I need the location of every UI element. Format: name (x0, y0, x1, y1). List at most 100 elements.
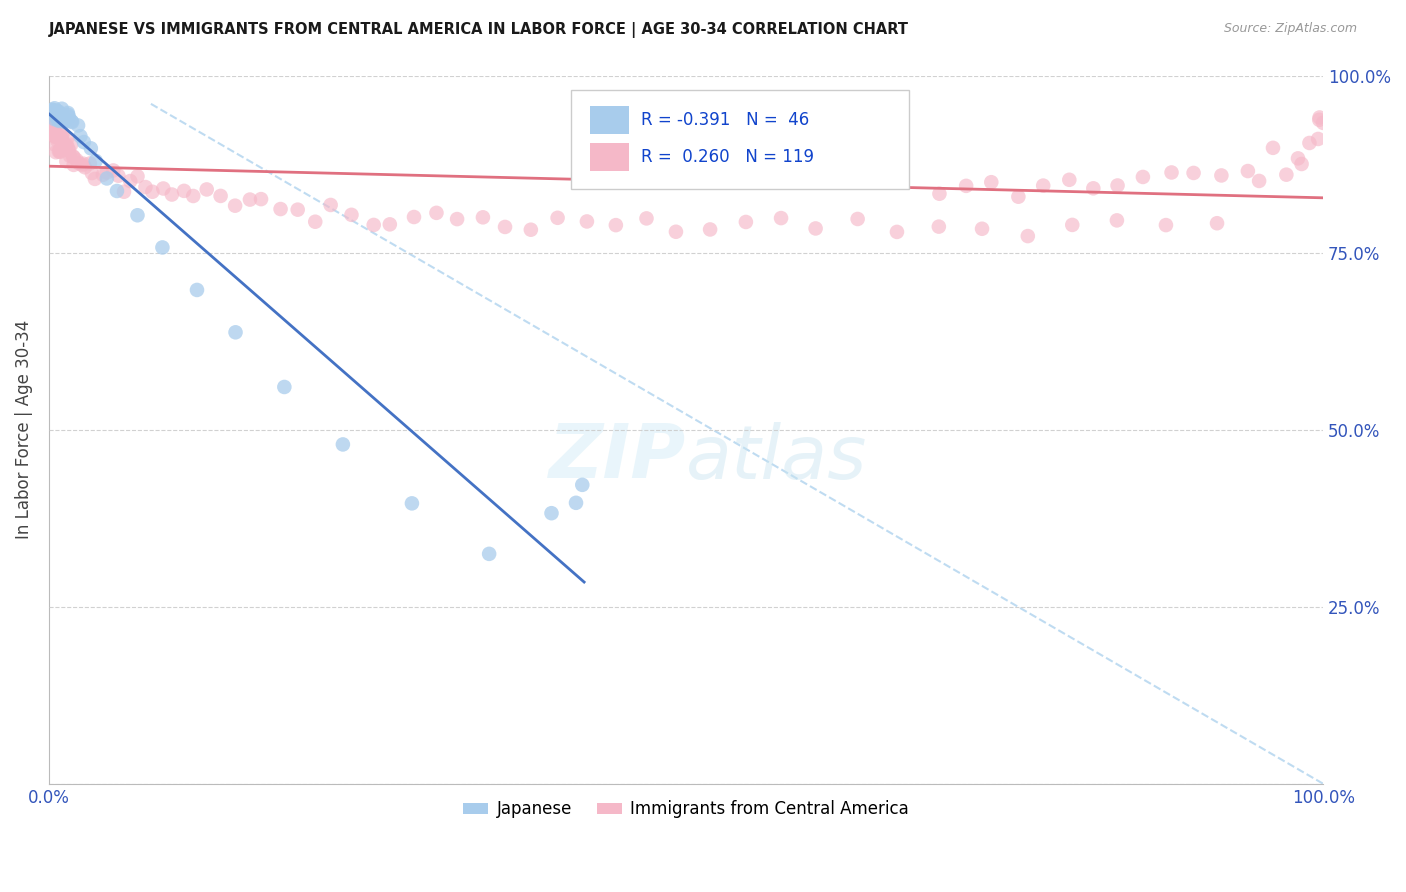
Point (51, 109, 73, 123)
Point (1017, 229, 1039, 244)
Point (402, 210, 425, 224)
Point (1261, 141, 1284, 155)
Point (53, 111, 76, 125)
Point (49, 109, 72, 123)
Point (51, 130, 73, 145)
Point (120, 174, 142, 188)
Point (49, 145, 72, 159)
Point (665, 225, 688, 239)
Point (44, 112, 66, 127)
Point (42, 103, 65, 117)
Point (52, 140, 75, 154)
Point (96, 171, 118, 186)
Point (48, 128, 70, 143)
Point (44, 108, 66, 122)
Point (45, 103, 67, 118)
Point (1308, 132, 1330, 146)
Point (804, 221, 827, 235)
Point (46, 129, 69, 144)
FancyBboxPatch shape (571, 90, 910, 189)
Point (225, 326, 247, 340)
Point (48, 106, 70, 120)
Point (1206, 216, 1229, 230)
Point (160, 187, 183, 202)
Point (540, 506, 562, 520)
Point (127, 169, 149, 184)
Point (605, 218, 627, 232)
Point (48, 104, 70, 119)
Point (1291, 157, 1313, 171)
Point (46, 111, 69, 125)
Point (73, 135, 96, 149)
Point (48, 108, 70, 122)
Text: atlas: atlas (686, 422, 868, 494)
Point (304, 215, 326, 229)
Point (173, 184, 195, 198)
Point (45, 129, 67, 144)
Point (45, 128, 67, 142)
Point (42, 136, 65, 151)
Bar (591, 143, 628, 171)
Point (1007, 190, 1029, 204)
Point (1182, 166, 1205, 180)
Point (955, 178, 977, 193)
Bar (591, 106, 628, 135)
Point (56, 132, 79, 146)
Point (270, 202, 292, 216)
Point (44, 127, 66, 141)
Point (67, 156, 90, 170)
Point (56, 141, 79, 155)
Point (239, 193, 262, 207)
Point (58, 110, 80, 124)
Point (39, 127, 62, 141)
Point (1308, 112, 1330, 127)
Text: Source: ZipAtlas.com: Source: ZipAtlas.com (1223, 22, 1357, 36)
Point (1132, 169, 1154, 184)
Point (69, 129, 91, 144)
Point (46, 134, 69, 148)
Point (45, 145, 67, 160)
Point (319, 198, 342, 212)
Point (1286, 152, 1309, 166)
Point (425, 206, 447, 220)
Point (62, 158, 84, 172)
Point (195, 182, 218, 196)
Point (250, 192, 273, 206)
Point (478, 547, 501, 561)
Point (96, 165, 118, 179)
Point (65, 153, 87, 167)
Point (48, 145, 70, 159)
Point (699, 222, 721, 236)
Point (55, 138, 77, 153)
Point (152, 181, 174, 195)
Text: R = -0.391   N =  46: R = -0.391 N = 46 (641, 112, 810, 129)
Point (51, 133, 73, 147)
Point (51, 143, 73, 157)
Point (59, 149, 82, 163)
Point (105, 184, 128, 198)
Point (60, 137, 83, 152)
Point (770, 211, 793, 225)
Point (846, 211, 869, 226)
Point (363, 218, 385, 232)
Point (58, 144, 80, 158)
Point (1298, 136, 1320, 150)
Point (41, 117, 63, 131)
Point (48, 114, 70, 128)
Point (547, 211, 569, 225)
Point (80, 166, 103, 180)
Point (1154, 218, 1177, 232)
Point (48, 132, 70, 146)
Point (46, 110, 69, 124)
Point (1083, 181, 1105, 195)
Text: ZIP: ZIP (548, 421, 686, 494)
Point (186, 283, 208, 297)
Point (45, 129, 67, 144)
Point (79, 156, 101, 170)
Point (62, 150, 84, 164)
Point (378, 218, 401, 232)
Point (287, 202, 309, 217)
Point (48, 127, 70, 141)
Point (56, 108, 79, 122)
Point (53, 113, 76, 128)
